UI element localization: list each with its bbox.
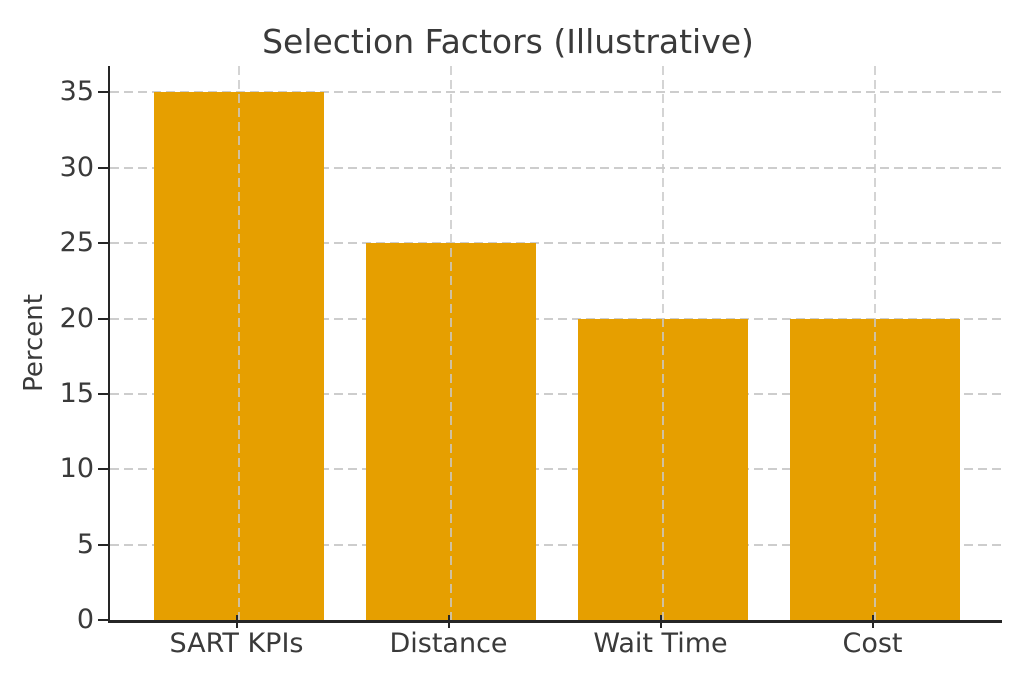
y-tick-30 bbox=[98, 166, 110, 169]
y-tick-5 bbox=[98, 543, 110, 546]
y-tick-35 bbox=[98, 91, 110, 94]
h-gridline-35 bbox=[110, 91, 1002, 94]
v-gridline-sart-kpis bbox=[237, 66, 240, 620]
x-tick-label-distance: Distance bbox=[389, 628, 508, 659]
y-tick-label-15: 15 bbox=[59, 377, 94, 409]
y-tick-0 bbox=[98, 619, 110, 621]
v-gridline-wait-time bbox=[661, 66, 664, 620]
h-gridline-20 bbox=[110, 317, 1002, 320]
x-tick-label-wait-time: Wait Time bbox=[593, 628, 728, 659]
y-tick-10 bbox=[98, 468, 110, 471]
h-gridline-30 bbox=[110, 166, 1002, 169]
y-tick-label-35: 35 bbox=[59, 76, 94, 108]
plot-area bbox=[108, 66, 1002, 623]
v-gridline-distance bbox=[449, 66, 452, 620]
y-tick-label-25: 25 bbox=[59, 227, 94, 259]
h-gridline-15 bbox=[110, 392, 1002, 395]
y-tick-label-20: 20 bbox=[59, 302, 94, 334]
chart-title: Selection Factors (Illustrative) bbox=[262, 22, 754, 61]
y-tick-label-0: 0 bbox=[76, 604, 94, 635]
y-tick-label-30: 30 bbox=[59, 151, 94, 183]
x-tick-label-sart-kpis: SART KPIs bbox=[169, 628, 304, 659]
x-tick-distance bbox=[447, 615, 450, 628]
h-gridline-5 bbox=[110, 543, 1002, 546]
h-gridline-10 bbox=[110, 468, 1002, 471]
x-tick-wait-time bbox=[659, 615, 662, 628]
y-tick-20 bbox=[98, 317, 110, 320]
x-tick-cost bbox=[871, 615, 874, 628]
x-tick-label-cost: Cost bbox=[842, 628, 903, 659]
h-gridline-25 bbox=[110, 242, 1002, 245]
v-gridline-cost bbox=[873, 66, 876, 620]
x-tick-sart-kpis bbox=[235, 615, 238, 628]
y-tick-25 bbox=[98, 242, 110, 245]
y-tick-label-5: 5 bbox=[76, 528, 94, 560]
y-tick-15 bbox=[98, 392, 110, 395]
y-tick-label-10: 10 bbox=[59, 453, 94, 485]
